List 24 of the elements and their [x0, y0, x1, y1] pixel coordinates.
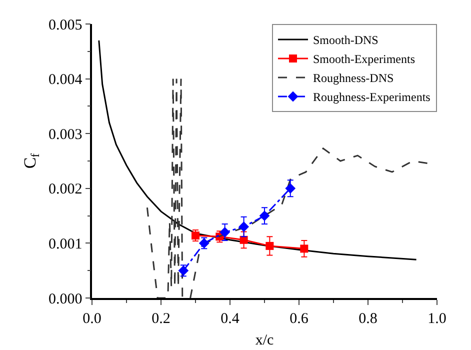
- x-tick-label: 1.0: [428, 310, 446, 327]
- point: [300, 244, 308, 253]
- y-tick-label: 0.002: [48, 182, 82, 198]
- point: [220, 227, 230, 238]
- y-tick-label: 0.001: [48, 236, 82, 252]
- x-axis-title: x/c: [255, 332, 274, 348]
- x-tick-label: 0.4: [220, 310, 240, 327]
- y-tick-label: 0.004: [48, 72, 83, 88]
- y-tick-label: 0.003: [48, 126, 82, 143]
- x-tick-label: 0.2: [152, 310, 170, 327]
- x-tick-label: 0.8: [358, 310, 378, 327]
- point: [259, 210, 270, 221]
- y-tick-label: 0.005: [48, 17, 82, 34]
- point: [266, 242, 274, 250]
- legend-label: Smooth-Experiments: [313, 52, 416, 66]
- x-tick-label: 0.6: [290, 310, 309, 327]
- y-tick-label: 0.000: [48, 291, 82, 308]
- legend-label: Smooth-DNS: [313, 33, 378, 48]
- point: [240, 236, 248, 244]
- legend-label: Roughness-DNS: [313, 71, 394, 86]
- point: [238, 222, 249, 232]
- x-tick-label: 0.0: [82, 310, 102, 327]
- legend-label: Roughness-Experiments: [313, 90, 431, 104]
- point: [285, 183, 296, 194]
